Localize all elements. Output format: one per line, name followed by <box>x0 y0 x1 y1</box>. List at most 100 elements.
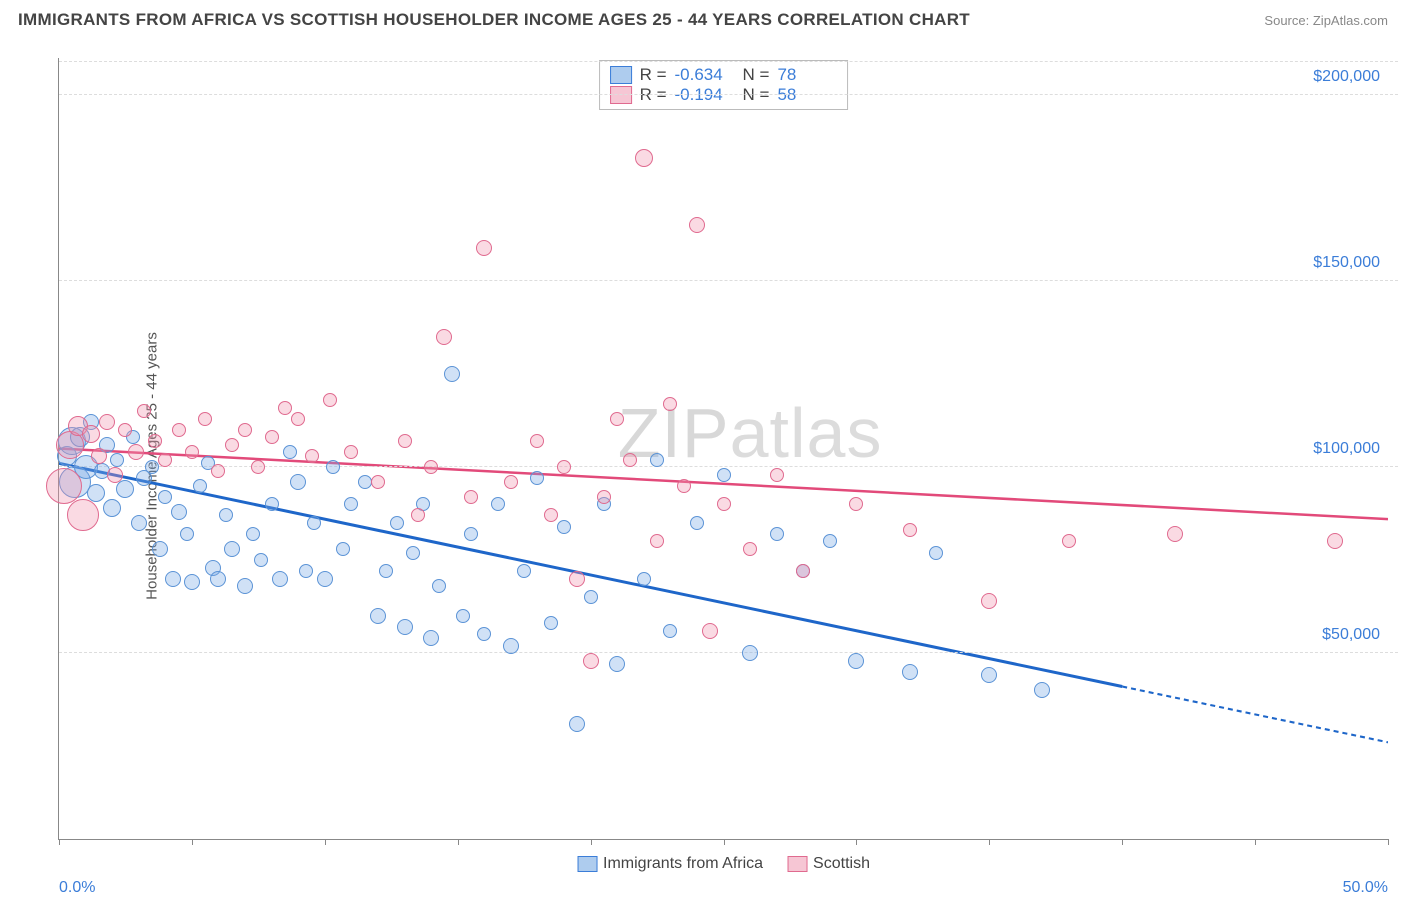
data-point <box>702 623 718 639</box>
chart-title: IMMIGRANTS FROM AFRICA VS SCOTTISH HOUSE… <box>18 10 970 30</box>
data-point <box>116 480 134 498</box>
source-attribution: Source: ZipAtlas.com <box>1264 13 1388 28</box>
data-point <box>1327 533 1343 549</box>
data-point <box>307 516 321 530</box>
data-point <box>743 542 757 556</box>
data-point <box>193 479 207 493</box>
chart-container: Householder Income Ages 25 - 44 years ZI… <box>0 40 1406 892</box>
data-point <box>635 149 653 167</box>
data-point <box>265 497 279 511</box>
data-point <box>477 627 491 641</box>
data-point <box>299 564 313 578</box>
data-point <box>637 572 651 586</box>
data-point <box>91 448 107 464</box>
source-label: Source: <box>1264 13 1309 28</box>
data-point <box>423 630 439 646</box>
x-tick <box>458 839 459 845</box>
data-point <box>283 445 297 459</box>
gridline <box>59 280 1398 281</box>
data-point <box>131 515 147 531</box>
data-point <box>265 430 279 444</box>
source-link[interactable]: ZipAtlas.com <box>1313 13 1388 28</box>
gridline <box>59 61 1398 62</box>
data-point <box>650 453 664 467</box>
data-point <box>848 653 864 669</box>
plot-area: ZIPatlas R =-0.634N =78R =-0.194N =58 Im… <box>58 58 1388 840</box>
data-point <box>224 541 240 557</box>
data-point <box>225 438 239 452</box>
data-point <box>171 504 187 520</box>
x-tick <box>724 839 725 845</box>
data-point <box>717 497 731 511</box>
data-point <box>929 546 943 560</box>
data-point <box>246 527 260 541</box>
data-point <box>272 571 288 587</box>
gridline <box>59 94 1398 95</box>
data-point <box>557 520 571 534</box>
data-point <box>165 571 181 587</box>
legend-swatch <box>577 856 597 872</box>
data-point <box>742 645 758 661</box>
x-tick <box>989 839 990 845</box>
data-point <box>530 471 544 485</box>
data-point <box>411 508 425 522</box>
data-point <box>390 516 404 530</box>
data-point <box>290 474 306 490</box>
data-point <box>406 546 420 560</box>
data-point <box>1062 534 1076 548</box>
legend-row: R =-0.634N =78 <box>610 65 838 85</box>
data-point <box>67 499 99 531</box>
data-point <box>584 590 598 604</box>
data-point <box>107 467 123 483</box>
data-point <box>597 490 611 504</box>
data-point <box>152 541 168 557</box>
x-tick <box>192 839 193 845</box>
data-point <box>254 553 268 567</box>
data-point <box>650 534 664 548</box>
data-point <box>185 445 199 459</box>
y-tick-label: $100,000 <box>1313 440 1380 458</box>
y-tick-label: $150,000 <box>1313 254 1380 272</box>
data-point <box>336 542 350 556</box>
data-point <box>464 490 478 504</box>
x-tick <box>1388 839 1389 845</box>
n-value: 78 <box>777 65 837 85</box>
data-point <box>219 508 233 522</box>
data-point <box>569 716 585 732</box>
data-point <box>476 240 492 256</box>
data-point <box>371 475 385 489</box>
data-point <box>237 578 253 594</box>
r-value: -0.634 <box>675 65 735 85</box>
data-point <box>849 497 863 511</box>
data-point <box>491 497 505 511</box>
data-point <box>610 412 624 426</box>
data-point <box>103 499 121 517</box>
data-point <box>981 593 997 609</box>
data-point <box>291 412 305 426</box>
data-point <box>436 329 452 345</box>
data-point <box>251 460 265 474</box>
data-point <box>544 508 558 522</box>
data-point <box>981 667 997 683</box>
legend-swatch <box>610 66 632 84</box>
data-point <box>623 453 637 467</box>
data-point <box>609 656 625 672</box>
data-point <box>398 434 412 448</box>
data-point <box>46 468 82 504</box>
x-tick <box>1122 839 1123 845</box>
data-point <box>158 490 172 504</box>
data-point <box>210 571 226 587</box>
data-point <box>823 534 837 548</box>
data-point <box>379 564 393 578</box>
legend-label: Scottish <box>813 855 870 873</box>
data-point <box>323 393 337 407</box>
data-point <box>424 460 438 474</box>
legend-item: Immigrants from Africa <box>577 855 763 873</box>
data-point <box>344 445 358 459</box>
r-label: R = <box>640 65 667 85</box>
gridline <box>59 652 1398 653</box>
data-point <box>128 444 144 460</box>
x-tick <box>1255 839 1256 845</box>
data-point <box>148 434 162 448</box>
data-point <box>690 516 704 530</box>
